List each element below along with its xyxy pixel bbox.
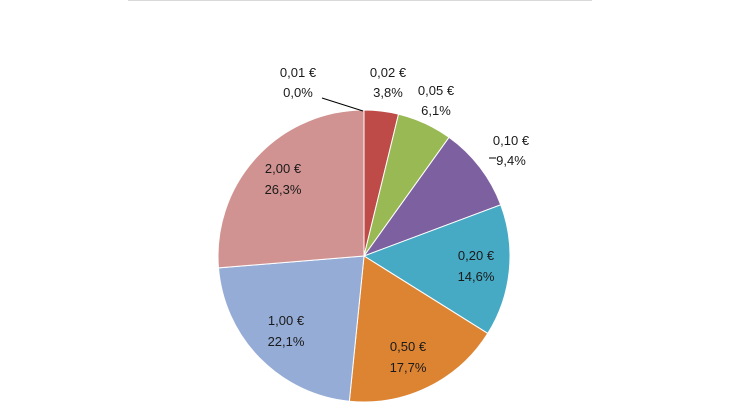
top-border-line: [128, 0, 592, 1]
pie-slice-050: [348, 255, 489, 403]
pie-slice-020: [362, 204, 511, 335]
pie-slice-100: [217, 255, 365, 402]
slice-percent-0-05: 6,1%: [421, 103, 451, 118]
slice-label-0-10: 0,10 €: [493, 133, 530, 148]
slice-label-0-02: 0,02 €: [370, 65, 407, 80]
slice-label-0-01: 0,01 €: [280, 65, 317, 80]
slice-percent-1-00: 22,1%: [268, 334, 305, 349]
pie-slice-200: [217, 109, 365, 269]
slice-label-2-00: 2,00 €: [265, 161, 302, 176]
pie-slices: [217, 109, 511, 403]
slice-percent-0-10: 9,4%: [496, 153, 526, 168]
slice-label-0-50: 0,50 €: [390, 339, 427, 354]
slice-percent-0-50: 17,7%: [390, 360, 427, 375]
slice-percent-2-00: 26,3%: [265, 182, 302, 197]
leader-line-0-01: [321, 97, 364, 112]
pie-slice-010: [362, 136, 502, 258]
slice-label-0-20: 0,20 €: [458, 248, 495, 263]
slice-label-1-00: 1,00 €: [268, 313, 305, 328]
slice-percent-0-20: 14,6%: [458, 269, 495, 284]
slice-label-0-05: 0,05 €: [418, 83, 455, 98]
slice-percent-0-02: 3,8%: [373, 85, 403, 100]
slice-percent-0-01: 0,0%: [283, 85, 313, 100]
